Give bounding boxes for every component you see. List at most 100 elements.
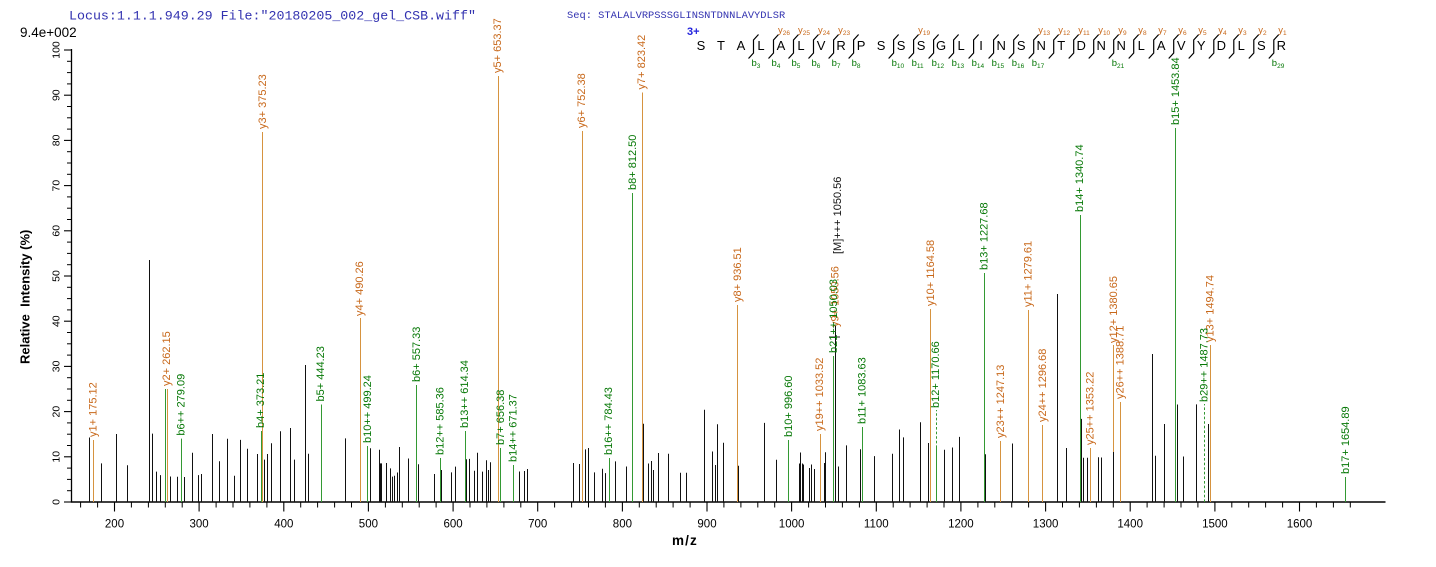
svg-text:y24++ 1296.68: y24++ 1296.68 (1037, 349, 1049, 422)
svg-text:S: S (1257, 38, 1266, 53)
svg-text:N: N (997, 38, 1006, 53)
svg-text:b4: b4 (772, 58, 781, 70)
svg-text:500: 500 (359, 519, 378, 531)
svg-text:800: 800 (613, 519, 632, 531)
svg-text:D: D (1217, 38, 1226, 53)
svg-text:b6: b6 (812, 58, 821, 70)
svg-text:I: I (979, 38, 983, 53)
svg-text:y3: y3 (1238, 25, 1247, 37)
svg-text:0: 0 (51, 499, 63, 505)
svg-text:60: 60 (51, 225, 63, 237)
svg-text:1100: 1100 (864, 519, 889, 531)
svg-text:b14+ 1340.74: b14+ 1340.74 (1074, 144, 1086, 212)
svg-text:b21++ 1050.03: b21++ 1050.03 (828, 279, 840, 353)
svg-text:100: 100 (51, 41, 63, 59)
svg-text:L: L (1138, 38, 1145, 53)
svg-text:y25++ 1353.22: y25++ 1353.22 (1085, 372, 1097, 445)
svg-text:3+: 3+ (687, 26, 700, 38)
svg-text:b10++ 499.24: b10++ 499.24 (362, 375, 374, 443)
svg-text:A: A (777, 38, 786, 53)
svg-text:90: 90 (51, 89, 63, 101)
svg-text:y7+ 823.42: y7+ 823.42 (636, 35, 648, 90)
svg-text:400: 400 (274, 519, 293, 531)
svg-text:y2: y2 (1258, 25, 1267, 37)
svg-text:40: 40 (51, 315, 63, 327)
svg-text:y9: y9 (1118, 25, 1127, 37)
svg-text:b11+ 1083.63: b11+ 1083.63 (856, 357, 868, 424)
svg-text:Y: Y (1197, 38, 1206, 53)
svg-text:1500: 1500 (1202, 519, 1228, 531)
svg-text:y19++ 1033.52: y19++ 1033.52 (814, 358, 826, 431)
svg-text:700: 700 (528, 519, 547, 531)
svg-text:600: 600 (444, 519, 463, 531)
svg-text:L: L (957, 38, 964, 53)
svg-text:[M]+++ 1050.56: [M]+++ 1050.56 (832, 177, 844, 254)
svg-text:30: 30 (51, 360, 63, 372)
svg-text:y7: y7 (1158, 25, 1167, 37)
svg-text:y4+ 490.26: y4+ 490.26 (354, 261, 366, 316)
svg-text:y26++ 1388.71: y26++ 1388.71 (1115, 326, 1127, 399)
svg-text:20: 20 (51, 406, 63, 418)
svg-text:y12+ 1380.65: y12+ 1380.65 (1108, 276, 1120, 343)
svg-text:T: T (717, 38, 725, 53)
svg-text:y3+ 375.23: y3+ 375.23 (257, 74, 269, 129)
svg-text:y1: y1 (1278, 25, 1287, 37)
svg-text:R: R (836, 38, 845, 53)
svg-text:G: G (936, 38, 946, 53)
svg-text:b7+ 656.38: b7+ 656.38 (495, 390, 507, 445)
svg-text:V: V (817, 38, 826, 53)
svg-text:S: S (697, 38, 706, 53)
svg-text:y2+ 262.15: y2+ 262.15 (161, 331, 173, 386)
svg-text:N: N (1097, 38, 1106, 53)
svg-text:b8+ 812.50: b8+ 812.50 (627, 135, 639, 190)
svg-text:1000: 1000 (779, 519, 805, 531)
svg-text:9.4e+002: 9.4e+002 (20, 25, 77, 40)
svg-text:y8: y8 (1138, 25, 1147, 37)
svg-text:b15+ 1453.84: b15+ 1453.84 (1170, 57, 1182, 125)
svg-text:b29++ 1487.73: b29++ 1487.73 (1199, 328, 1211, 402)
svg-text:L: L (757, 38, 764, 53)
svg-text:S: S (877, 38, 886, 53)
svg-text:50: 50 (51, 270, 63, 282)
svg-text:b6+ 557.33: b6+ 557.33 (411, 327, 423, 382)
svg-text:S: S (897, 38, 906, 53)
svg-text:b6++ 279.09: b6++ 279.09 (175, 374, 187, 436)
svg-text:y9+ 1050.56: y9+ 1050.56 (830, 266, 842, 327)
svg-text:b13++ 614.34: b13++ 614.34 (459, 360, 471, 428)
svg-text:1600: 1600 (1287, 519, 1313, 531)
svg-text:V: V (1177, 38, 1186, 53)
svg-text:b17+ 1654.89: b17+ 1654.89 (1340, 406, 1352, 474)
svg-text:b14++ 671.37: b14++ 671.37 (508, 394, 520, 462)
svg-text:y6: y6 (1178, 25, 1187, 37)
svg-text:N: N (1037, 38, 1046, 53)
svg-text:y5: y5 (1198, 25, 1207, 37)
svg-text:y10+ 1164.58: y10+ 1164.58 (925, 240, 937, 306)
svg-text:y11: y11 (1078, 25, 1090, 37)
svg-text:y23++ 1247.13: y23++ 1247.13 (995, 365, 1007, 438)
svg-text:Relative Intensity (%): Relative Intensity (%) (18, 230, 33, 364)
svg-text:1300: 1300 (1033, 519, 1059, 531)
svg-text:y13+ 1494.74: y13+ 1494.74 (1204, 275, 1216, 342)
svg-text:y1+ 175.12: y1+ 175.12 (87, 382, 99, 437)
svg-text:b8: b8 (852, 58, 861, 70)
svg-text:y8+ 936.51: y8+ 936.51 (732, 247, 744, 302)
svg-text:y5+ 653.37: y5+ 653.37 (492, 18, 504, 73)
svg-text:Locus:1.1.1.949.29 File:"20180: Locus:1.1.1.949.29 File:"20180205_002_ge… (69, 9, 476, 24)
svg-text:S: S (1017, 38, 1026, 53)
svg-text:b4+ 373.21: b4+ 373.21 (255, 373, 267, 428)
svg-text:300: 300 (190, 519, 209, 531)
svg-text:b5: b5 (792, 58, 801, 70)
svg-text:N: N (1117, 38, 1126, 53)
svg-text:10: 10 (51, 451, 63, 463)
svg-text:L: L (797, 38, 804, 53)
svg-text:200: 200 (105, 519, 124, 531)
svg-text:S: S (917, 38, 926, 53)
svg-text:1200: 1200 (948, 519, 974, 531)
svg-text:1400: 1400 (1117, 519, 1143, 531)
svg-text:L: L (1238, 38, 1245, 53)
svg-text:T: T (1057, 38, 1065, 53)
svg-text:b3: b3 (752, 58, 761, 70)
svg-text:80: 80 (51, 134, 63, 146)
svg-text:b7: b7 (832, 58, 841, 70)
svg-text:70: 70 (51, 180, 63, 192)
